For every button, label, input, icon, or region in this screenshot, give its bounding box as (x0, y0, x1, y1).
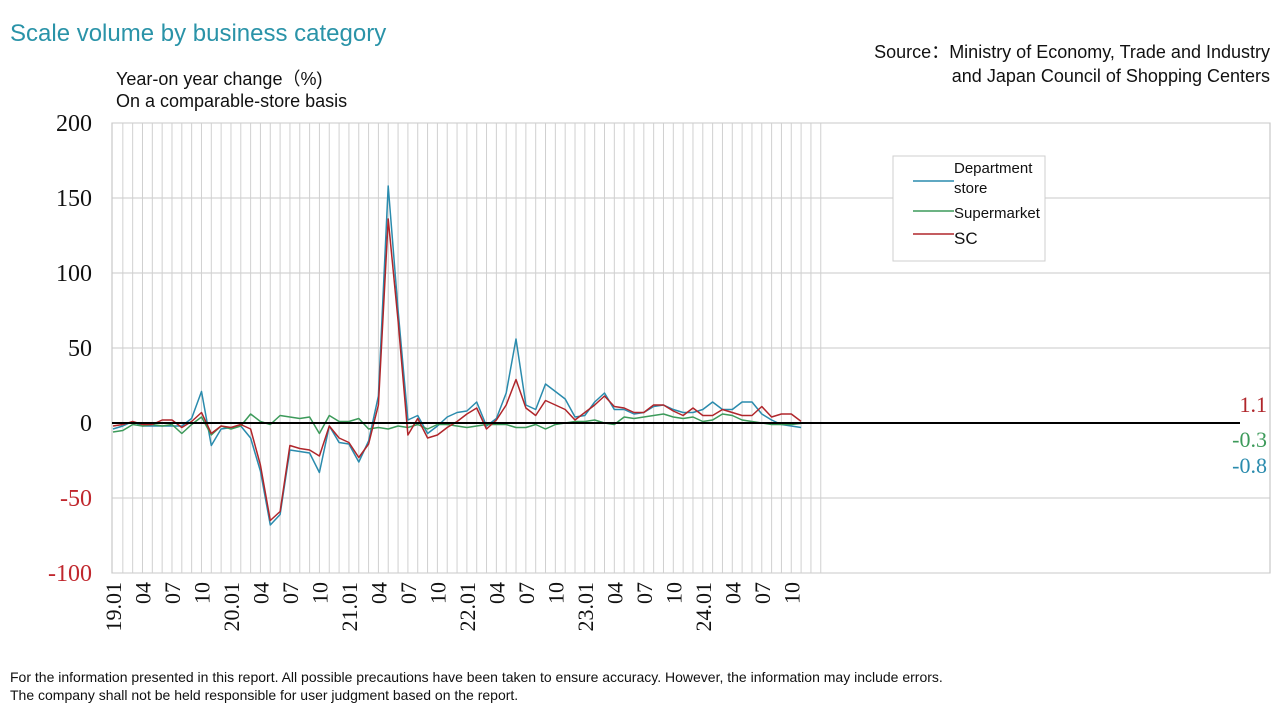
end-label-1: -0.3 (1232, 427, 1267, 452)
source-line-2: and Japan Council of Shopping Centers (951, 66, 1270, 86)
y-axis-label: Year-on year change（%) On a comparable-s… (116, 68, 347, 112)
source-line-1: Source：Ministry of Economy, Trade and In… (874, 42, 1270, 62)
x-tick-label: 10 (307, 582, 332, 604)
end-label-0: -0.8 (1232, 453, 1267, 478)
series-line-2 (112, 218, 802, 522)
x-tick-label: 07 (160, 582, 185, 604)
x-tick-label: 04 (602, 582, 627, 604)
legend-label-0: store (954, 180, 987, 197)
x-tick-label: 04 (366, 582, 391, 604)
series-line-1 (112, 413, 802, 436)
end-value-labels: -0.8-0.3 1.1 (1232, 392, 1267, 478)
legend-label-1: Supermarket (954, 205, 1041, 222)
chart-title: Scale volume by business category (10, 20, 387, 47)
legend: Department store Supermarket SC (892, 155, 1046, 262)
x-tick-label: 07 (750, 582, 775, 604)
x-tick-label: 22.01 (455, 582, 480, 632)
y-tick-label: 0 (80, 411, 92, 437)
x-tick-label: 10 (779, 582, 804, 604)
x-tick-label: 10 (661, 582, 686, 604)
y-tick-label: 50 (68, 336, 92, 362)
x-tick-labels: 19.01 04 07 10 20.01 04 07 10 21.01 04 07 10 22.01 04… (101, 582, 804, 632)
x-tick-label: 07 (396, 582, 421, 604)
source-note: Source：Ministry of Economy, Trade and In… (874, 40, 1270, 88)
disclaimer: For the information presented in this re… (10, 668, 943, 704)
x-tick-label: 21.01 (337, 582, 362, 632)
y-tick-labels: 200 150 100 50 0 -50 -100 (48, 111, 92, 587)
y-tick-label: 150 (56, 186, 92, 212)
disclaimer-line-1: For the information presented in this re… (10, 669, 943, 685)
legend-label-2: SC (954, 229, 978, 248)
x-tick-label: 04 (720, 582, 745, 604)
grid-lines (111, 122, 1271, 574)
x-tick-label: 19.01 (101, 582, 126, 632)
x-tick-label: 10 (425, 582, 450, 604)
x-tick-label: 07 (278, 582, 303, 604)
legend-label-0: Department (954, 160, 1033, 177)
x-tick-label: 10 (543, 582, 568, 604)
x-tick-label: 04 (484, 582, 509, 604)
end-label-2: 1.1 (1240, 392, 1268, 417)
y-axis-label-line-1: Year-on year change（%) (116, 69, 323, 89)
series-lines (112, 185, 1240, 526)
x-tick-label: 23.01 (573, 582, 598, 632)
x-tick-label: 07 (514, 582, 539, 604)
x-tick-label: 20.01 (219, 582, 244, 632)
x-tick-label: 04 (130, 582, 155, 604)
disclaimer-line-2: The company shall not be held responsibl… (10, 687, 519, 703)
y-axis-label-line-2: On a comparable-store basis (116, 91, 348, 111)
y-tick-label: -100 (48, 561, 92, 587)
y-tick-label: 100 (56, 261, 92, 287)
x-tick-label: 10 (189, 582, 214, 604)
x-tick-label: 24.01 (691, 582, 716, 632)
x-tick-label: 07 (632, 582, 657, 604)
y-tick-label: 200 (56, 111, 92, 137)
x-tick-label: 04 (248, 582, 273, 604)
y-tick-label: -50 (60, 486, 92, 512)
legend-box (892, 155, 1046, 262)
